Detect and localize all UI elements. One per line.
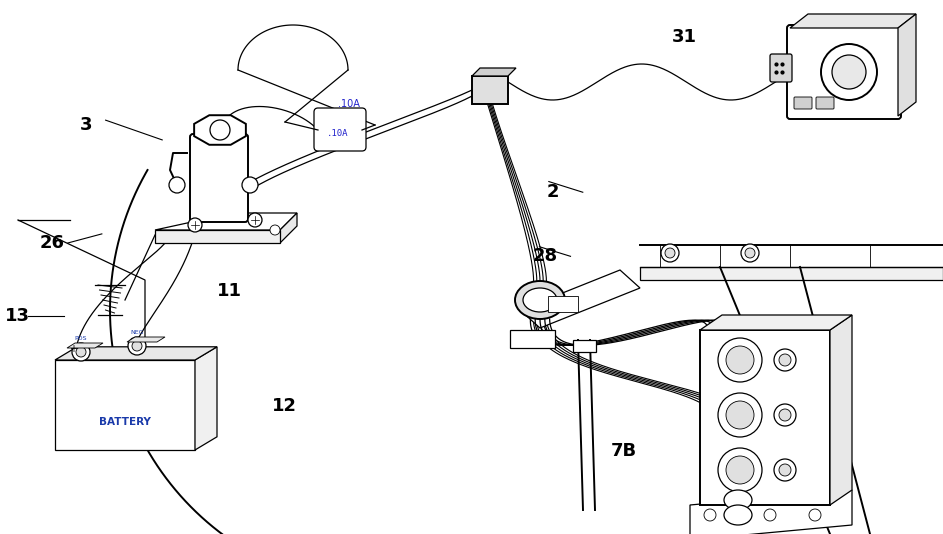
Polygon shape [55, 360, 195, 450]
Text: 12: 12 [272, 397, 297, 415]
Circle shape [764, 509, 776, 521]
Circle shape [779, 354, 791, 366]
Polygon shape [195, 347, 217, 450]
Circle shape [745, 248, 755, 258]
FancyBboxPatch shape [816, 97, 834, 109]
Ellipse shape [515, 281, 565, 319]
Text: POS: POS [74, 335, 88, 341]
Circle shape [128, 337, 146, 355]
Text: 26: 26 [40, 234, 65, 252]
Polygon shape [194, 115, 246, 145]
Circle shape [661, 244, 679, 262]
Polygon shape [520, 270, 640, 328]
Circle shape [76, 347, 86, 357]
FancyBboxPatch shape [314, 108, 366, 151]
Polygon shape [898, 14, 916, 116]
Circle shape [665, 248, 675, 258]
Ellipse shape [523, 288, 557, 312]
Circle shape [132, 341, 142, 351]
Circle shape [726, 346, 754, 374]
Circle shape [821, 44, 877, 100]
Polygon shape [790, 14, 916, 28]
Text: BATTERY: BATTERY [99, 417, 151, 427]
Circle shape [248, 213, 262, 227]
Text: 28: 28 [533, 247, 558, 265]
Text: 2: 2 [547, 183, 559, 201]
Circle shape [718, 448, 762, 492]
Polygon shape [280, 213, 297, 243]
Text: 7B: 7B [611, 442, 637, 460]
FancyBboxPatch shape [510, 330, 555, 348]
Polygon shape [155, 230, 280, 243]
Polygon shape [67, 343, 103, 348]
Text: 3: 3 [80, 116, 92, 135]
FancyBboxPatch shape [472, 76, 508, 104]
Circle shape [242, 177, 258, 193]
Circle shape [704, 509, 716, 521]
Polygon shape [127, 337, 165, 342]
FancyBboxPatch shape [787, 25, 901, 119]
Text: 13: 13 [5, 307, 30, 325]
Circle shape [741, 244, 759, 262]
Polygon shape [700, 330, 830, 505]
Text: 11: 11 [217, 282, 242, 300]
Circle shape [718, 338, 762, 382]
Circle shape [809, 509, 821, 521]
Circle shape [774, 459, 796, 481]
Circle shape [726, 401, 754, 429]
Polygon shape [700, 315, 852, 330]
FancyBboxPatch shape [794, 97, 812, 109]
Circle shape [72, 343, 90, 361]
Circle shape [169, 177, 185, 193]
Polygon shape [155, 213, 297, 230]
Polygon shape [55, 347, 217, 360]
Circle shape [188, 218, 202, 232]
Polygon shape [830, 315, 852, 505]
Text: .10A: .10A [327, 129, 349, 137]
Ellipse shape [724, 490, 752, 510]
Ellipse shape [724, 505, 752, 525]
Circle shape [774, 404, 796, 426]
Circle shape [774, 349, 796, 371]
Text: .10A: .10A [338, 99, 359, 109]
Polygon shape [472, 68, 516, 76]
Text: NEG: NEG [130, 329, 143, 334]
FancyBboxPatch shape [770, 54, 792, 82]
Text: +: + [69, 344, 77, 354]
Circle shape [779, 409, 791, 421]
Polygon shape [690, 490, 852, 534]
Polygon shape [573, 340, 596, 352]
Circle shape [270, 225, 280, 235]
Text: 31: 31 [671, 28, 697, 46]
FancyBboxPatch shape [190, 134, 248, 222]
FancyBboxPatch shape [548, 296, 578, 312]
Polygon shape [640, 267, 943, 280]
Circle shape [832, 55, 866, 89]
Circle shape [726, 456, 754, 484]
Circle shape [718, 393, 762, 437]
Circle shape [210, 120, 230, 140]
Circle shape [779, 464, 791, 476]
